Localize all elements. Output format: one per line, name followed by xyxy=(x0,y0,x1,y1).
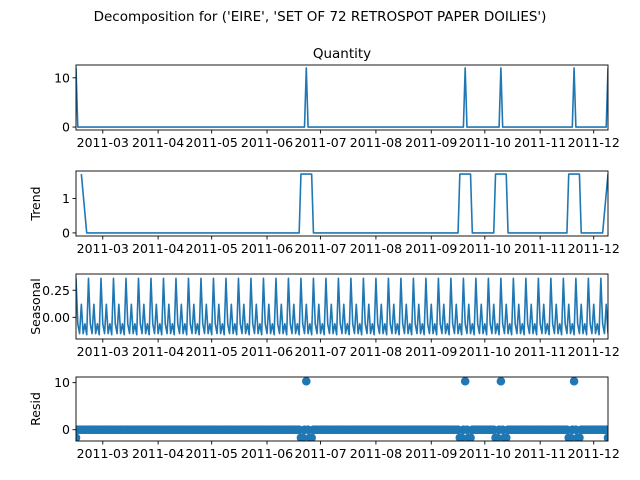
resid-point xyxy=(575,433,584,441)
trend-series-line xyxy=(80,173,608,234)
resid-xtick-label: 2011-06 xyxy=(241,446,293,461)
resid-xtick-label: 2011-03 xyxy=(77,446,129,461)
figure-suptitle: Decomposition for ('EIRE', 'SET OF 72 RE… xyxy=(94,9,547,25)
trend-xtick-label: 2011-03 xyxy=(77,241,129,256)
observed-title: Quantity xyxy=(313,46,371,62)
resid-point xyxy=(466,433,475,441)
observed-xtick-label: 2011-10 xyxy=(459,135,511,150)
resid-point xyxy=(302,377,311,386)
resid-xtick-label: 2011-04 xyxy=(132,446,184,461)
trend-xtick-label: 2011-04 xyxy=(132,241,184,256)
trend-xtick-label: 2011-09 xyxy=(405,241,457,256)
seasonal-xtick-label: 2011-08 xyxy=(350,344,402,359)
seasonal-axes-frame xyxy=(75,273,609,340)
trend-xtick-label: 2011-08 xyxy=(350,241,402,256)
observed-series-line xyxy=(76,67,608,128)
resid-point xyxy=(457,433,466,441)
panel-resid: 0 10 2011-03 2011-04 2011-05 2011-06 2011-07 20… xyxy=(28,375,620,461)
observed-xtick-label: 2011-07 xyxy=(294,135,346,150)
resid-point xyxy=(603,433,608,441)
trend-xtick-label: 2011-06 xyxy=(241,241,293,256)
resid-point xyxy=(307,433,316,441)
trend-xtick-label: 2011-11 xyxy=(514,241,566,256)
resid-point xyxy=(601,425,608,435)
seasonal-xtick-label: 2011-04 xyxy=(132,344,184,359)
trend-xtick-label: 2011-12 xyxy=(568,241,620,256)
seasonal-xtick-label: 2011-09 xyxy=(405,344,457,359)
seasonal-xtick-label: 2011-11 xyxy=(514,344,566,359)
observed-xtick-label: 2011-12 xyxy=(568,135,620,150)
resid-xtick-label: 2011-07 xyxy=(294,446,346,461)
resid-xtick-label: 2011-05 xyxy=(186,446,238,461)
resid-xtick-label: 2011-12 xyxy=(568,446,620,461)
resid-axes-frame xyxy=(75,376,609,442)
resid-ylabel: Resid xyxy=(28,392,43,426)
seasonal-xtick-label: 2011-07 xyxy=(294,344,346,359)
seasonal-xtick-label: 2011-12 xyxy=(568,344,620,359)
trend-xtick-label: 2011-07 xyxy=(294,241,346,256)
resid-xtick-label: 2011-10 xyxy=(459,446,511,461)
seasonal-xtick-label: 2011-05 xyxy=(186,344,238,359)
seasonal-ytick-label: 0.25 xyxy=(42,283,70,298)
seasonal-xtick-label: 2011-06 xyxy=(241,344,293,359)
trend-ytick-label: 1 xyxy=(62,191,70,206)
seasonal-ylabel: Seasonal xyxy=(28,278,43,335)
resid-ytick-label: 10 xyxy=(54,375,70,390)
resid-point xyxy=(493,433,502,441)
observed-xtick-label: 2011-06 xyxy=(241,135,293,150)
observed-ytick-label: 0 xyxy=(62,120,70,135)
observed-xtick-label: 2011-05 xyxy=(186,135,238,150)
observed-axes-frame xyxy=(75,64,609,131)
seasonal-series-line xyxy=(76,277,608,336)
observed-ytick-label: 10 xyxy=(54,70,70,85)
panel-observed: 0 10 2011-03 2011-04 2011-05 2011-06 2011-07 20… xyxy=(54,46,620,150)
seasonal-xtick-label: 2011-10 xyxy=(459,344,511,359)
seasonal-xtick-label: 2011-03 xyxy=(77,344,129,359)
trend-ylabel: Trend xyxy=(28,186,43,221)
resid-point xyxy=(496,377,506,386)
trend-ytick-label: 0 xyxy=(62,225,70,240)
resid-point xyxy=(566,433,575,441)
observed-xtick-label: 2011-03 xyxy=(77,135,129,150)
panel-trend: 0 1 2011-03 2011-04 2011-05 2011-06 2011-07 201… xyxy=(28,170,620,256)
resid-point xyxy=(569,377,579,386)
resid-xtick-label: 2011-11 xyxy=(514,446,566,461)
trend-axes-frame xyxy=(75,170,609,237)
resid-point xyxy=(460,377,470,386)
resid-xtick-label: 2011-09 xyxy=(405,446,457,461)
seasonal-ytick-label: 0.00 xyxy=(42,310,70,325)
observed-xtick-label: 2011-09 xyxy=(405,135,457,150)
resid-point xyxy=(298,433,308,441)
trend-xtick-label: 2011-05 xyxy=(186,241,238,256)
resid-ytick-label: 0 xyxy=(62,422,70,437)
observed-xtick-label: 2011-08 xyxy=(350,135,402,150)
observed-xtick-label: 2011-11 xyxy=(514,135,566,150)
resid-xtick-label: 2011-08 xyxy=(350,446,402,461)
trend-xtick-label: 2011-10 xyxy=(459,241,511,256)
resid-point xyxy=(76,433,81,441)
resid-points xyxy=(76,377,608,441)
resid-point xyxy=(501,433,511,441)
observed-xtick-label: 2011-04 xyxy=(132,135,184,150)
